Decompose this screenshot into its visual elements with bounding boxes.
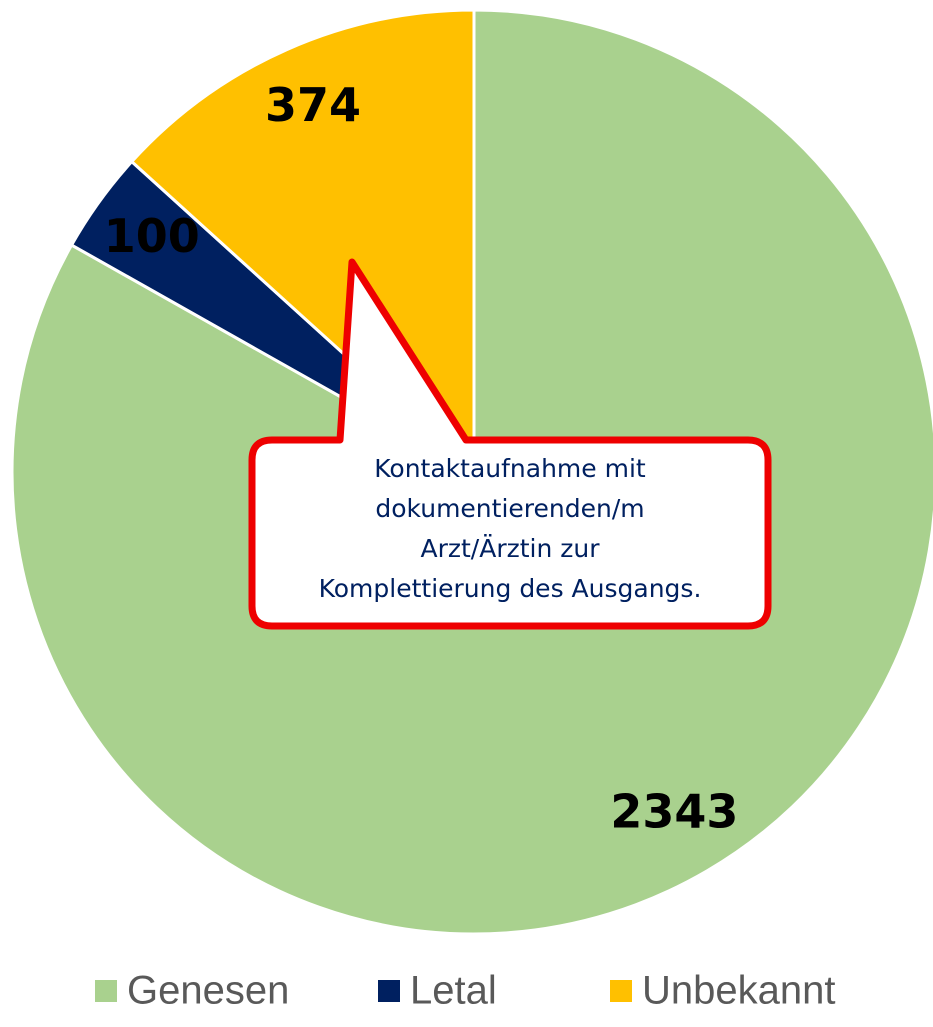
callout-line: dokumentierenden/m [375, 494, 644, 523]
legend-label: Letal [410, 969, 497, 1013]
data-labels: 2343 100 374 [104, 78, 739, 838]
legend-label: Unbekannt [642, 969, 835, 1013]
legend-swatch [378, 980, 400, 1002]
data-label: 2343 [610, 785, 738, 839]
callout-text: Kontaktaufnahme mit dokumentierenden/m Arz… [319, 454, 702, 603]
legend-label: Genesen [127, 969, 289, 1013]
callout [248, 258, 772, 630]
callout-line: Arzt/Ärztin zur [420, 534, 600, 563]
legend-swatch [95, 980, 117, 1002]
callout-line: Kontaktaufnahme mit [374, 454, 646, 483]
legend: Genesen Letal Unbekannt [95, 969, 835, 1013]
data-label: 100 [104, 209, 200, 263]
callout-line: Komplettierung des Ausgangs. [319, 574, 702, 603]
legend-swatch [610, 980, 632, 1002]
data-label: 374 [265, 78, 361, 132]
